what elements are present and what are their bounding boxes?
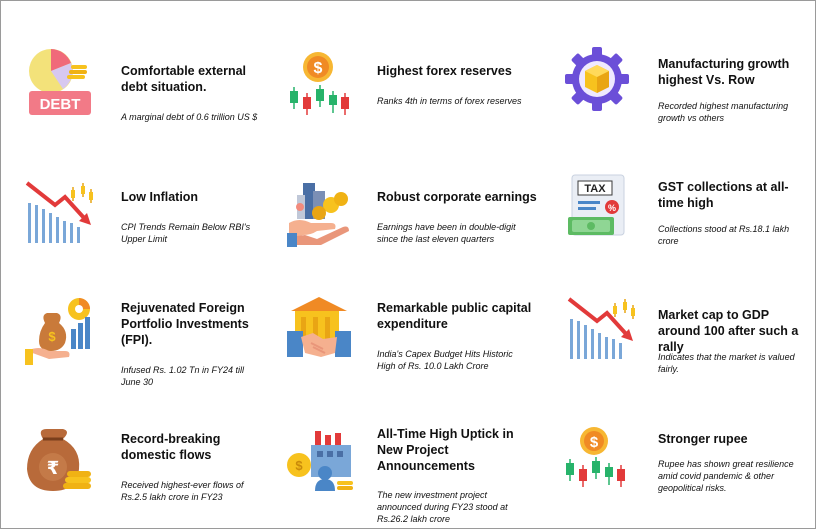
tax-document-icon: TAX % (566, 173, 636, 243)
rupee-candlestick-icon: $ (563, 425, 633, 495)
card-description: Indicates that the market is valued fair… (658, 352, 795, 374)
svg-text:$: $ (314, 60, 323, 77)
card-title: GST collections at all-time high (658, 180, 789, 210)
card-title: Manufacturing growth highest Vs. Row (658, 57, 790, 87)
card-description: Collections stood at Rs.18.1 lakh crore (658, 224, 790, 246)
gear-box-icon (563, 45, 633, 115)
card-title: Robust corporate earnings (377, 190, 537, 204)
tax-label: TAX (584, 183, 606, 195)
card-title: Record-breaking domestic flows (121, 432, 221, 462)
card-title: All-Time High Uptick in New Project Anno… (377, 427, 514, 473)
card-description: Ranks 4th in terms of forex reserves (377, 96, 522, 106)
hand-money-bag-chart-icon: $ (25, 295, 95, 365)
card-title: Low Inflation (121, 190, 199, 204)
card-description: Recorded highest manufacturing growth vs… (658, 101, 789, 123)
debt-label: DEBT (40, 96, 81, 113)
card-description: Earnings have been in double-digit since… (377, 222, 516, 244)
card-description: Received highest-ever flows of Rs.2.5 la… (121, 480, 244, 502)
rupee-bag-coins-icon: ₹ (23, 425, 93, 495)
declining-bars-icon (567, 295, 637, 365)
card-description: CPI Trends Remain Below RBI's Upper Limi… (121, 222, 251, 244)
dollar-candlestick-icon: $ (287, 49, 357, 119)
card-title: Remarkable public capital expenditure (377, 301, 532, 331)
declining-bars-icon (25, 179, 95, 249)
debt-pie-coins-icon: DEBT (23, 45, 93, 115)
card-title: Stronger rupee (658, 432, 748, 446)
svg-text:$: $ (48, 329, 56, 344)
card-title: Highest forex reserves (377, 64, 512, 78)
card-description: The new investment project announced dur… (377, 490, 508, 524)
card-description: A marginal debt of 0.6 trillion US $ (121, 112, 258, 122)
svg-text:$: $ (295, 458, 303, 473)
card-title: Comfortable external debt situation. (121, 64, 247, 94)
svg-text:%: % (608, 203, 616, 213)
card-title: Market cap to GDP around 100 after such … (658, 308, 799, 354)
card-title: Rejuvenated Foreign Portfolio Investment… (121, 301, 249, 347)
handshake-building-icon (283, 295, 353, 365)
svg-text:$: $ (590, 434, 599, 451)
card-description: India's Capex Budget Hits Historic High … (377, 349, 513, 371)
svg-text:₹: ₹ (47, 458, 60, 479)
hand-buildings-coins-icon (287, 177, 357, 247)
card-description: Rupee has shown great resilience amid co… (658, 459, 794, 493)
factory-coins-icon: $ (285, 429, 355, 499)
card-description: Infused Rs. 1.02 Tn in FY24 till June 30 (121, 365, 245, 387)
